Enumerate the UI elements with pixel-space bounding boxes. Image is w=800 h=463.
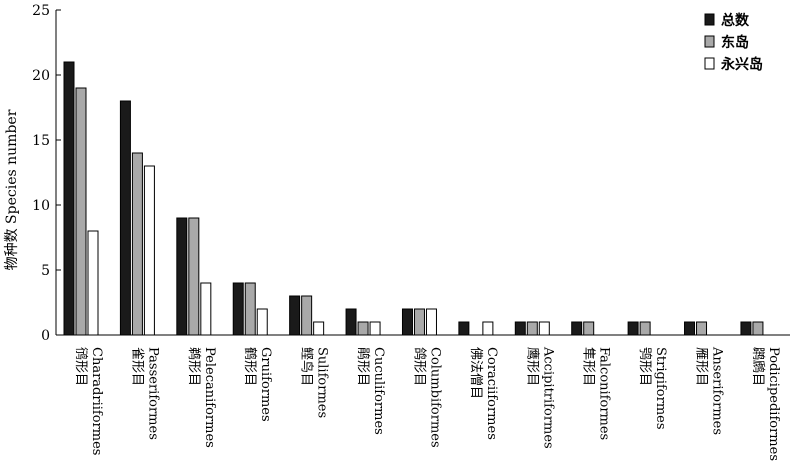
y-tick-label: 20 xyxy=(32,68,50,84)
bar xyxy=(425,308,437,336)
x-tick-label-en: Falconiformes xyxy=(597,347,612,440)
y-axis-label: 物种数 Species number xyxy=(4,109,20,270)
x-tick-label-en: Anseriformes xyxy=(710,346,725,435)
bar xyxy=(526,321,538,336)
bar xyxy=(696,321,708,336)
bar xyxy=(514,321,526,336)
x-tick-label-en: Podicipediformes xyxy=(766,347,781,461)
bar xyxy=(369,321,381,336)
x-tick-label-en: Pelecaniformes xyxy=(202,347,217,448)
bar xyxy=(244,282,256,336)
x-tick-label-zh: 鹤形目 xyxy=(242,347,258,386)
x-tick-label-en: Passeriformes xyxy=(145,347,160,440)
bars xyxy=(63,61,764,336)
bar xyxy=(413,308,425,336)
bar xyxy=(232,282,244,336)
x-tick-label-en: Charadriiformes xyxy=(89,347,104,455)
x-tick-label-zh: 鸻形目 xyxy=(73,347,88,386)
x-axis-labels: 鸻形目 Charadriiformes 雀形目 Passeriformes 鹈形目 Pel… xyxy=(73,346,781,461)
bar xyxy=(176,217,188,336)
legend-label: 东岛 xyxy=(721,34,749,51)
bar xyxy=(63,61,75,336)
bar xyxy=(200,282,212,336)
bar xyxy=(401,308,413,336)
bar xyxy=(639,321,651,336)
x-tick-label-zh: 鹃形目 xyxy=(355,347,371,386)
legend-label: 永兴岛 xyxy=(720,56,763,73)
x-tick-label-zh: 鹈形目 xyxy=(186,347,202,386)
x-tick-label-zh: 佛法僧目 xyxy=(468,347,483,399)
bar xyxy=(627,321,639,336)
y-tick-label: 15 xyxy=(32,133,50,149)
bar xyxy=(345,308,357,336)
bar xyxy=(87,230,99,336)
bar xyxy=(740,321,752,336)
bar xyxy=(583,321,595,336)
bar xyxy=(188,217,200,336)
bar xyxy=(752,321,764,336)
x-tick-label-en: Accipitriformes xyxy=(540,346,555,449)
x-tick-label-en: Suliformes xyxy=(315,347,330,418)
bar xyxy=(538,321,550,336)
x-tick-label-zh: 雀形目 xyxy=(129,347,144,386)
x-tick-label-en: Cuculiformes xyxy=(371,347,386,435)
bar xyxy=(482,321,494,336)
legend-swatch xyxy=(704,13,715,26)
bar xyxy=(357,321,369,336)
x-tick-label-zh: 鲣鸟目 xyxy=(299,347,315,386)
bar xyxy=(313,321,325,336)
legend-swatch xyxy=(704,35,715,48)
x-tick-label-en: Columbiformes xyxy=(427,347,442,448)
bar xyxy=(571,321,583,336)
bar xyxy=(256,308,268,336)
bar xyxy=(119,100,131,336)
bar xyxy=(684,321,696,336)
x-tick-label-zh: 雁形目 xyxy=(694,347,709,386)
bar xyxy=(458,321,470,336)
x-tick-label-zh: 䴙䴘目 xyxy=(750,347,766,386)
bar xyxy=(289,295,301,336)
y-tick-label: 25 xyxy=(32,3,50,19)
bar xyxy=(301,295,313,336)
x-tick-label-zh: 鹰形目 xyxy=(524,347,540,386)
x-tick-label-zh: 鸽形目 xyxy=(411,347,427,386)
bar xyxy=(143,165,155,336)
y-tick-label: 0 xyxy=(41,328,50,344)
x-tick-label-zh: 隼形目 xyxy=(581,347,597,386)
bar xyxy=(131,152,143,336)
y-tick-label: 5 xyxy=(41,263,50,279)
legend-label: 总数 xyxy=(721,12,750,29)
legend-swatch xyxy=(704,57,715,70)
x-tick-label-en: Strigiformes xyxy=(653,347,668,430)
x-tick-label-zh: 鸮形目 xyxy=(637,347,653,386)
x-tick-label-en: Gruiformes xyxy=(258,347,273,422)
y-tick-label: 10 xyxy=(32,198,50,214)
bar xyxy=(75,87,87,336)
x-tick-label-en: Coraciiformes xyxy=(484,347,499,440)
